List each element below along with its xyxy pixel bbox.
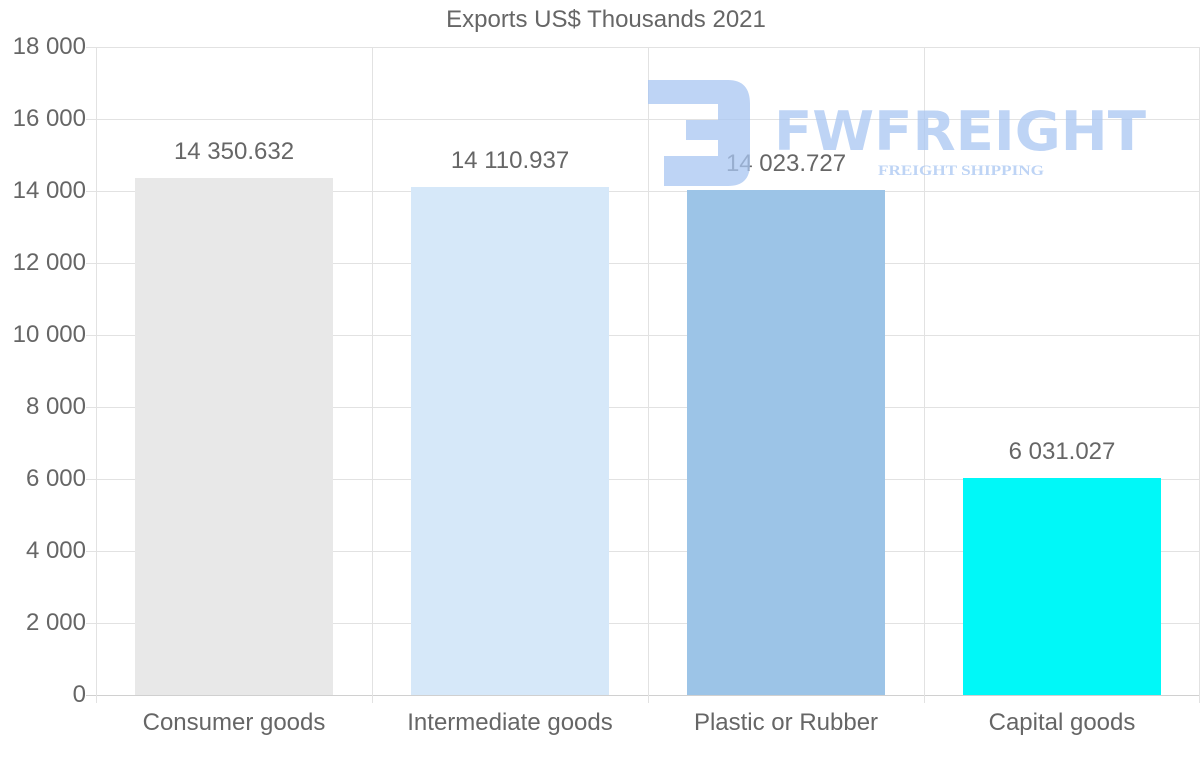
gridline-vertical bbox=[648, 47, 649, 703]
gridline-horizontal bbox=[86, 47, 1200, 48]
gridline-horizontal bbox=[86, 623, 1200, 624]
y-tick-label: 18 000 bbox=[12, 33, 86, 60]
y-tick-label: 2 000 bbox=[25, 609, 86, 636]
y-tick-label: 14 000 bbox=[12, 177, 86, 204]
svg-text:FWFREIGHT: FWFREIGHT bbox=[774, 100, 1146, 163]
gridline-horizontal bbox=[86, 119, 1200, 120]
y-tick-label: 8 000 bbox=[25, 393, 86, 420]
gridline-horizontal bbox=[86, 551, 1200, 552]
gridline-vertical bbox=[372, 47, 373, 703]
y-tick-label: 0 bbox=[72, 681, 86, 708]
x-tick-label: Intermediate goods bbox=[407, 709, 613, 736]
bar-consumer-goods[interactable] bbox=[135, 178, 333, 695]
chart-title: Exports US$ Thousands 2021 bbox=[446, 6, 766, 33]
gridline-horizontal bbox=[86, 263, 1200, 264]
svg-text:FREIGHT SHIPPING: FREIGHT SHIPPING bbox=[878, 163, 1044, 179]
gridline-horizontal bbox=[86, 479, 1200, 480]
x-tick-label: Consumer goods bbox=[142, 709, 326, 736]
y-tick-label: 4 000 bbox=[25, 537, 86, 564]
bar-intermediate-goods[interactable] bbox=[411, 187, 609, 695]
bar-value-label: 14 110.937 bbox=[450, 147, 570, 174]
gridline-vertical bbox=[96, 47, 97, 703]
logo-mark-icon bbox=[648, 80, 750, 186]
x-tick-label: Capital goods bbox=[988, 709, 1136, 736]
y-tick-label: 10 000 bbox=[12, 321, 86, 348]
bar-value-label: 6 031.027 bbox=[1008, 437, 1116, 465]
bar-capital-goods[interactable] bbox=[963, 477, 1161, 695]
y-tick-label: 6 000 bbox=[25, 465, 86, 492]
bar-value-label: 14 350.632 bbox=[173, 138, 295, 166]
gridline-vertical bbox=[924, 47, 925, 703]
fwfreight-logo-watermark: FWFREIGHT FREIGHT SHIPPING bbox=[648, 80, 1146, 186]
gridline-horizontal bbox=[86, 191, 1200, 192]
y-tick-label: 12 000 bbox=[12, 249, 86, 276]
plot-area: 14 350.632 14 110.937 14 023.727 6 031.027 bbox=[86, 47, 1200, 703]
gridline-horizontal bbox=[86, 335, 1200, 336]
x-tick-label: Plastic or Rubber bbox=[693, 709, 879, 736]
bar-plastic-or-rubber[interactable] bbox=[687, 190, 885, 695]
gridline-horizontal bbox=[86, 695, 1200, 696]
y-tick-label: 16 000 bbox=[12, 105, 86, 132]
x-axis: Consumer goods Intermediate goods Plastic … bbox=[96, 695, 1200, 755]
gridline-horizontal bbox=[86, 407, 1200, 408]
